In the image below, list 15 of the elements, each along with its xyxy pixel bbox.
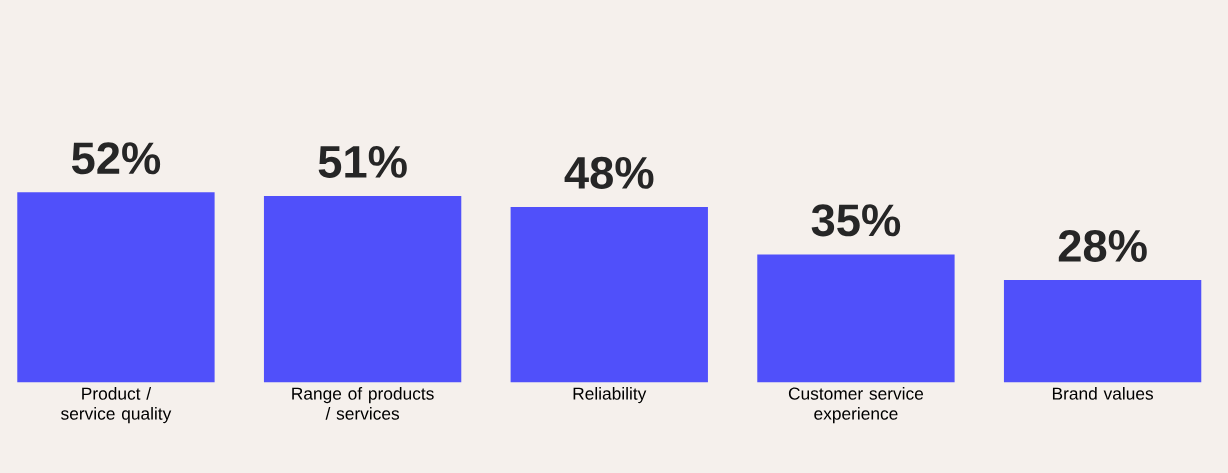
bar xyxy=(263,196,462,383)
data-label: 28% xyxy=(1058,229,1147,262)
bar xyxy=(757,254,955,383)
x-tick-label: Brand values xyxy=(1052,387,1154,400)
x-tick-label: Reliability xyxy=(573,387,647,404)
x-tick-label: Product / service quality xyxy=(61,387,172,424)
data-label: 51% xyxy=(318,145,407,178)
bar xyxy=(17,192,215,383)
x-tick-label: Range of products / services xyxy=(292,387,434,420)
data-label: 52% xyxy=(71,142,161,175)
bar xyxy=(1003,280,1202,383)
data-label: 48% xyxy=(564,156,654,189)
data-label: 35% xyxy=(811,204,901,237)
x-tick-label: Customer service experience xyxy=(788,387,924,424)
bar xyxy=(510,206,708,383)
